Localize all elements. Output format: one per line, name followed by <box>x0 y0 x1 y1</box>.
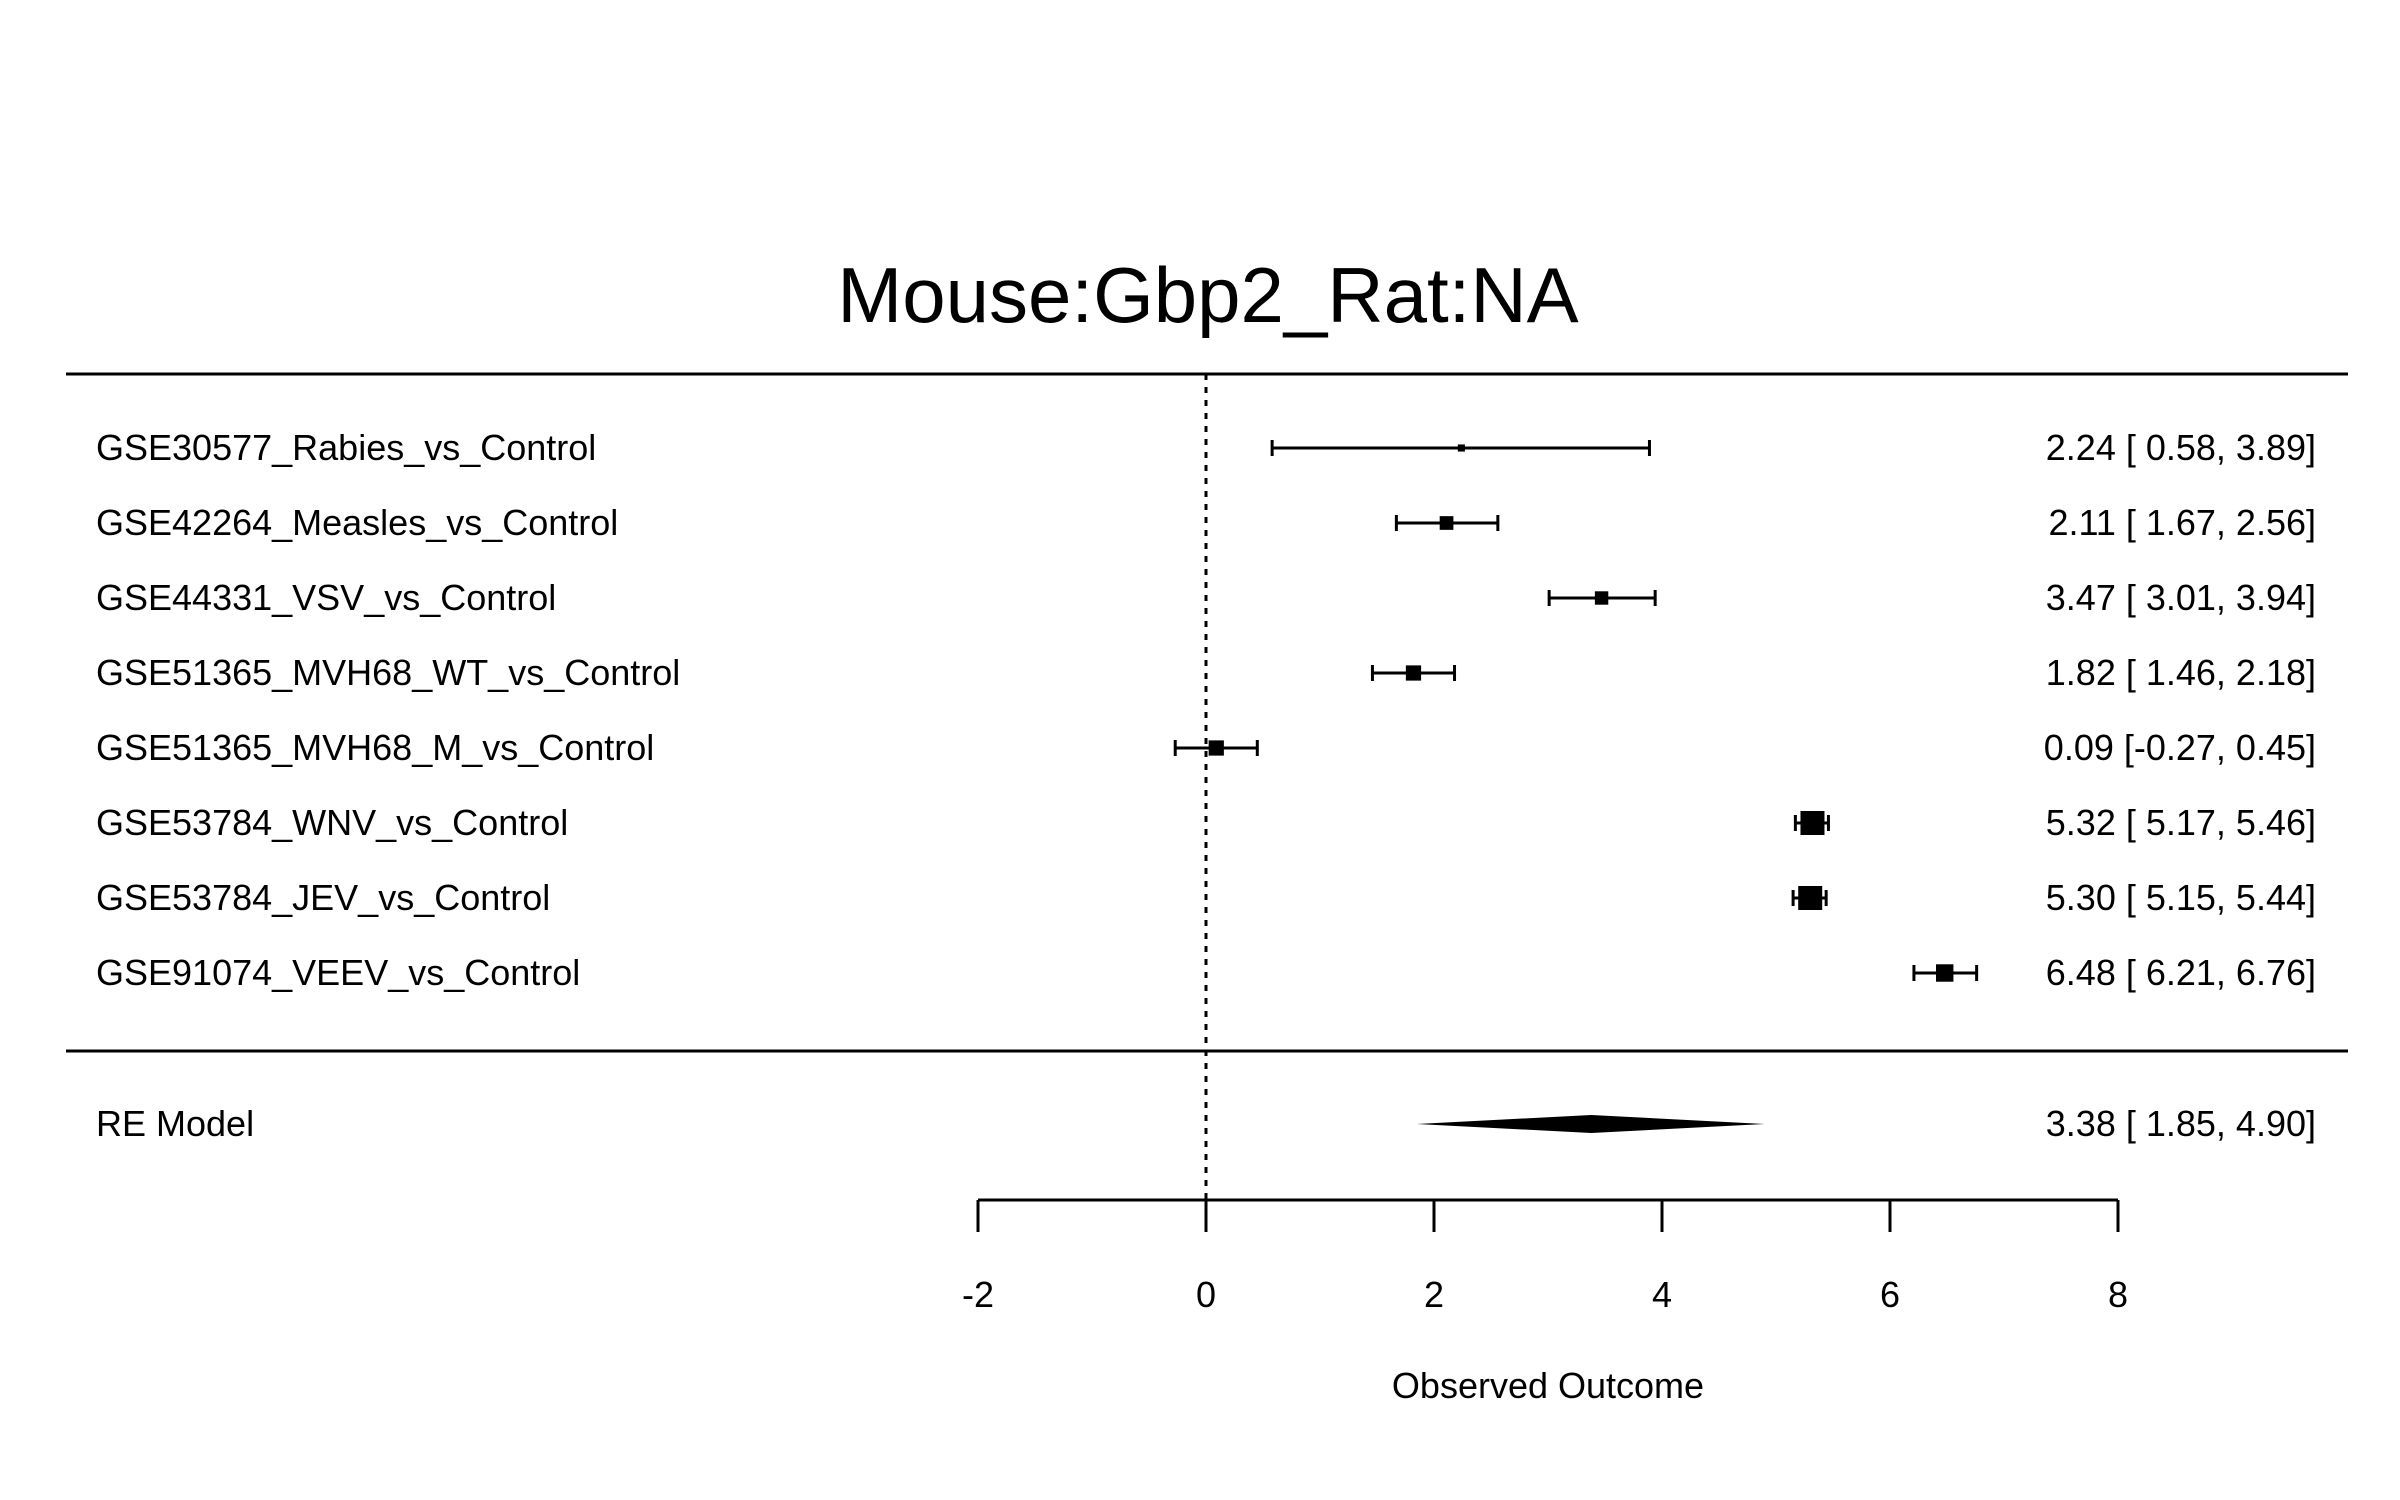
x-axis-label: Observed Outcome <box>1392 1365 1704 1406</box>
study-row: GSE51365_MVH68_WT_vs_Control 1.82 [ 1.46,… <box>96 652 2316 693</box>
estimate-text: 1.82 [ 1.46, 2.18] <box>2046 652 2316 693</box>
study-label: GSE44331_VSV_vs_Control <box>96 577 556 618</box>
point-estimate <box>1208 740 1224 756</box>
x-tick-label: -2 <box>962 1274 994 1315</box>
x-tick-label: 6 <box>1880 1274 1900 1315</box>
summary-label: RE Model <box>96 1103 254 1144</box>
estimate-text: 5.32 [ 5.17, 5.46] <box>2046 802 2316 843</box>
x-axis: -2 0 2 4 6 8 <box>962 1198 2128 1315</box>
estimate-text: 5.30 [ 5.15, 5.44] <box>2046 877 2316 918</box>
study-row: GSE91074_VEEV_vs_Control 6.48 [ 6.21, 6.7… <box>96 952 2316 993</box>
chart-title: Mouse:Gbp2_Rat:NA <box>837 251 1578 339</box>
study-label: GSE51365_MVH68_WT_vs_Control <box>96 652 680 693</box>
point-estimate <box>1439 516 1454 530</box>
study-label: GSE51365_MVH68_M_vs_Control <box>96 727 654 768</box>
study-label: GSE42264_Measles_vs_Control <box>96 502 618 543</box>
study-rows: GSE30577_Rabies_vs_Control 2.24 [ 0.58, 3… <box>96 427 2316 993</box>
summary-row: RE Model 3.38 [ 1.85, 4.90] <box>96 1103 2316 1144</box>
study-row: GSE51365_MVH68_M_vs_Control 0.09 [-0.27, … <box>96 727 2316 768</box>
estimate-text: 2.11 [ 1.67, 2.56] <box>2048 502 2316 543</box>
x-tick-label: 8 <box>2108 1274 2128 1315</box>
x-tick-label: 4 <box>1652 1274 1672 1315</box>
x-tick-label: 2 <box>1424 1274 1444 1315</box>
study-row: GSE30577_Rabies_vs_Control 2.24 [ 0.58, 3… <box>96 427 2316 468</box>
x-tick-label: 0 <box>1196 1274 1216 1315</box>
study-row: GSE44331_VSV_vs_Control 3.47 [ 3.01, 3.94… <box>96 577 2316 618</box>
estimate-text: 0.09 [-0.27, 0.45] <box>2044 727 2316 768</box>
point-estimate <box>1800 811 1825 835</box>
point-estimate <box>1405 665 1422 681</box>
summary-diamond <box>1416 1115 1765 1133</box>
study-row: GSE53784_WNV_vs_Control 5.32 [ 5.17, 5.46… <box>96 802 2316 843</box>
study-row: GSE53784_JEV_vs_Control 5.30 [ 5.15, 5.44… <box>96 877 2316 918</box>
estimate-text: 6.48 [ 6.21, 6.76] <box>2046 952 2316 993</box>
summary-text: 3.38 [ 1.85, 4.90] <box>2046 1103 2316 1144</box>
estimate-text: 3.47 [ 3.01, 3.94] <box>2046 577 2316 618</box>
study-label: GSE30577_Rabies_vs_Control <box>96 427 596 468</box>
point-estimate <box>1798 886 1823 910</box>
study-label: GSE53784_WNV_vs_Control <box>96 802 568 843</box>
point-estimate <box>1936 964 1954 982</box>
study-row: GSE42264_Measles_vs_Control 2.11 [ 1.67, … <box>96 502 2316 543</box>
study-label: GSE53784_JEV_vs_Control <box>96 877 550 918</box>
point-estimate <box>1457 444 1465 452</box>
study-label: GSE91074_VEEV_vs_Control <box>96 952 580 993</box>
point-estimate <box>1594 591 1609 605</box>
estimate-text: 2.24 [ 0.58, 3.89] <box>2046 427 2316 468</box>
